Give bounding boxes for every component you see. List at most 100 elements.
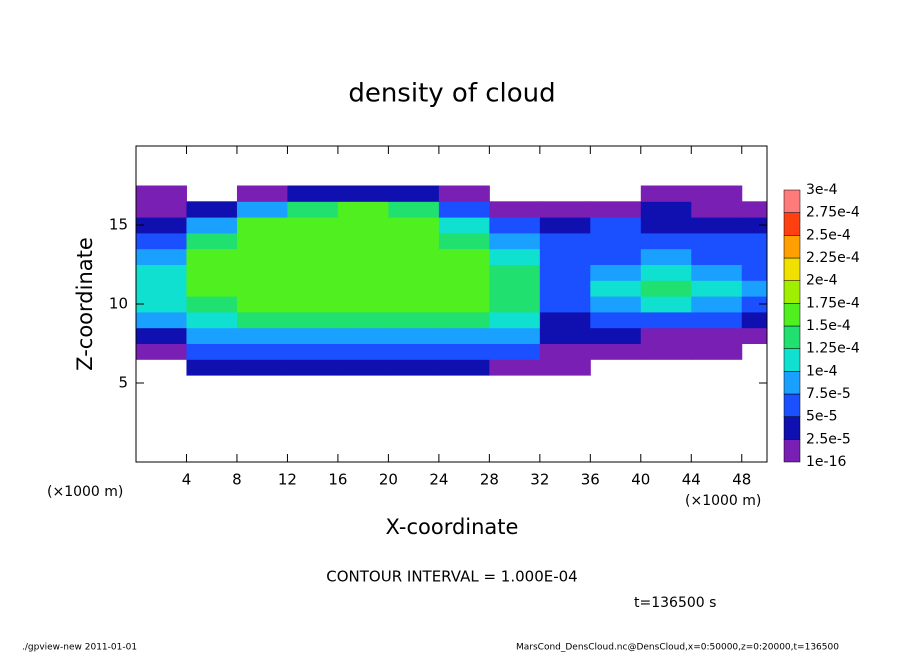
cell bbox=[337, 232, 389, 250]
cell bbox=[136, 311, 187, 329]
cell bbox=[287, 248, 339, 265]
cell bbox=[539, 217, 591, 234]
cell bbox=[136, 264, 187, 281]
cell bbox=[337, 359, 389, 376]
cell bbox=[236, 264, 288, 281]
cell bbox=[691, 217, 743, 234]
cell bbox=[438, 201, 490, 218]
cell bbox=[590, 248, 642, 265]
cell bbox=[691, 248, 743, 265]
cell bbox=[489, 248, 541, 265]
cell bbox=[337, 311, 389, 329]
x-tick-label: 4 bbox=[182, 471, 192, 489]
cell bbox=[287, 311, 339, 329]
x-tick-label: 28 bbox=[480, 471, 499, 489]
cell bbox=[438, 185, 490, 202]
colorbar-label: 7.5e-5 bbox=[806, 386, 851, 402]
cell bbox=[489, 217, 541, 234]
cell bbox=[590, 296, 642, 313]
cell bbox=[691, 280, 743, 297]
cell bbox=[741, 201, 767, 218]
x-tick-label: 16 bbox=[328, 471, 347, 489]
cell bbox=[539, 343, 591, 360]
cell bbox=[236, 359, 288, 376]
colorbar-label: 2.75e-4 bbox=[806, 205, 860, 221]
cell bbox=[186, 311, 238, 329]
cell bbox=[337, 296, 389, 313]
colorbar-label: 2.25e-4 bbox=[806, 250, 860, 266]
cell bbox=[236, 343, 288, 360]
cell bbox=[590, 327, 642, 344]
cell bbox=[388, 311, 440, 329]
cell bbox=[741, 327, 767, 344]
colorbar-band bbox=[783, 371, 801, 395]
cell bbox=[640, 343, 692, 360]
cell bbox=[489, 280, 541, 297]
cell bbox=[489, 343, 541, 360]
cell bbox=[186, 280, 238, 297]
cell bbox=[691, 201, 743, 218]
cell bbox=[741, 232, 767, 250]
cell bbox=[388, 217, 440, 234]
cell bbox=[590, 280, 642, 297]
colorbar-band bbox=[783, 280, 801, 304]
cell bbox=[741, 264, 767, 281]
cell bbox=[136, 217, 187, 234]
footer-left: ./gpview-new 2011-01-01 bbox=[22, 643, 137, 653]
cell bbox=[640, 201, 692, 218]
colorbar-label: 2.5e-5 bbox=[806, 431, 851, 447]
colorbar-band bbox=[783, 257, 801, 281]
cell bbox=[186, 201, 238, 218]
cell bbox=[691, 327, 743, 344]
cell bbox=[438, 280, 490, 297]
colorbar-band bbox=[783, 416, 801, 440]
cell bbox=[741, 311, 767, 329]
cell bbox=[337, 217, 389, 234]
y-tick-label: 10 bbox=[109, 295, 128, 313]
cell bbox=[236, 327, 288, 344]
colorbar-band bbox=[783, 439, 801, 463]
cell bbox=[741, 280, 767, 297]
cell bbox=[186, 232, 238, 250]
cell bbox=[539, 201, 591, 218]
colorbar-label: 1.5e-4 bbox=[806, 318, 851, 334]
colorbar-band bbox=[783, 325, 801, 349]
cell bbox=[337, 264, 389, 281]
cell bbox=[136, 296, 187, 313]
cell bbox=[489, 311, 541, 329]
chart-title: density of cloud bbox=[348, 79, 555, 109]
colorbar-band bbox=[783, 235, 801, 259]
cell bbox=[438, 248, 490, 265]
x-tick-label: 36 bbox=[581, 471, 600, 489]
cell bbox=[236, 217, 288, 234]
colorbar-band bbox=[783, 393, 801, 417]
cell bbox=[388, 296, 440, 313]
cell bbox=[438, 232, 490, 250]
cell bbox=[640, 264, 692, 281]
cell bbox=[236, 280, 288, 297]
cell bbox=[388, 248, 440, 265]
cell bbox=[539, 311, 591, 329]
x-tick-label: 20 bbox=[379, 471, 398, 489]
cell bbox=[136, 232, 187, 250]
y-axis-unit: (×1000 m) bbox=[47, 484, 123, 500]
colorbar-band bbox=[783, 348, 801, 372]
colorbar-label: 3e-4 bbox=[806, 182, 838, 198]
x-axis-unit: (×1000 m) bbox=[685, 493, 761, 509]
cell bbox=[186, 264, 238, 281]
colorbar-label: 1e-16 bbox=[806, 454, 846, 470]
cell bbox=[539, 280, 591, 297]
colorbar-label: 1e-4 bbox=[806, 363, 838, 379]
cell bbox=[489, 201, 541, 218]
colorbar-band bbox=[783, 303, 801, 327]
cell bbox=[438, 311, 490, 329]
cell bbox=[539, 296, 591, 313]
cell bbox=[640, 280, 692, 297]
cell bbox=[640, 311, 692, 329]
cell bbox=[337, 343, 389, 360]
cell bbox=[388, 280, 440, 297]
cell bbox=[287, 185, 339, 202]
cell bbox=[691, 343, 743, 360]
cell bbox=[691, 232, 743, 250]
